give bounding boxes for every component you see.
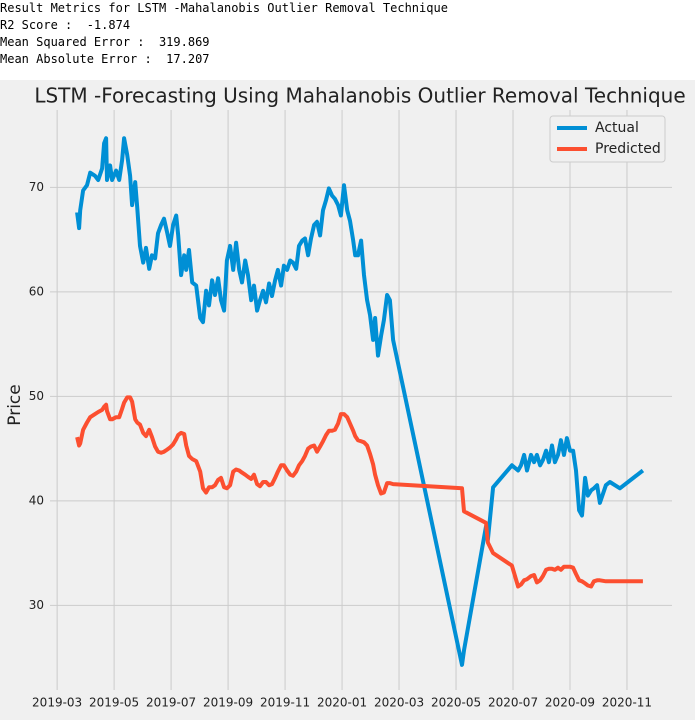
x-tick-label: 2020-03 [374, 696, 424, 710]
x-tick-label: 2020-01 [317, 696, 367, 710]
chart-background [0, 80, 695, 720]
y-tick-label: 30 [29, 598, 44, 612]
x-tick-label: 2019-09 [203, 696, 253, 710]
x-tick-label: 2019-11 [260, 696, 310, 710]
metric-line: Mean Squared Error : 319.869 [0, 35, 210, 49]
x-tick-label: 2020-07 [488, 696, 538, 710]
chart-title: LSTM -Forecasting Using Mahalanobis Outl… [34, 84, 685, 108]
y-tick-label: 60 [29, 284, 44, 298]
metrics-output: Result Metrics for LSTM -Mahalanobis Out… [0, 0, 695, 80]
y-tick-label: 40 [29, 493, 44, 507]
metric-line: Mean Absolute Error : 17.207 [0, 52, 210, 66]
legend-label: Actual [595, 120, 639, 136]
chart: LSTM -Forecasting Using Mahalanobis Outl… [0, 80, 695, 720]
x-tick-label: 2020-11 [602, 696, 652, 710]
metric-line: R2 Score : -1.874 [0, 18, 131, 32]
x-tick-label: 2019-03 [32, 696, 82, 710]
legend-label: Predicted [595, 141, 661, 157]
series-line [75, 395, 643, 589]
x-tick-label: 2019-05 [89, 696, 139, 710]
x-tick-label: 2020-09 [545, 696, 595, 710]
metric-line: Result Metrics for LSTM -Mahalanobis Out… [0, 1, 448, 15]
y-axis-label: Price [5, 384, 25, 425]
x-tick-label: 2020-05 [431, 696, 481, 710]
series-line [75, 136, 645, 667]
y-tick-label: 50 [29, 389, 44, 403]
y-tick-label: 70 [29, 180, 44, 194]
legend: Actual Predicted [549, 115, 666, 163]
x-tick-label: 2019-07 [146, 696, 196, 710]
